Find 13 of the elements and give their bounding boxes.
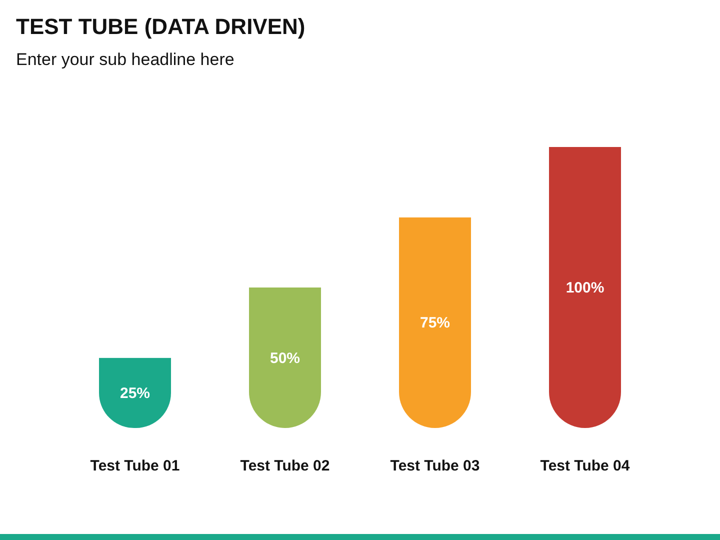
data-label: 75% (420, 314, 450, 332)
data-label: 25% (120, 384, 150, 402)
bar (399, 217, 471, 428)
x-tick-label: Test Tube 04 (540, 458, 630, 474)
x-tick-label: Test Tube 02 (240, 458, 330, 474)
x-tick-label: Test Tube 03 (390, 458, 480, 474)
bar (249, 288, 321, 428)
chart-subtitle: Enter your sub headline here (16, 50, 234, 70)
x-tick-label: Test Tube 01 (90, 458, 180, 474)
data-label: 50% (270, 350, 300, 367)
chart-title: TEST TUBE (DATA DRIVEN) (16, 14, 306, 40)
data-label: 100% (566, 280, 604, 296)
bar (549, 147, 621, 428)
